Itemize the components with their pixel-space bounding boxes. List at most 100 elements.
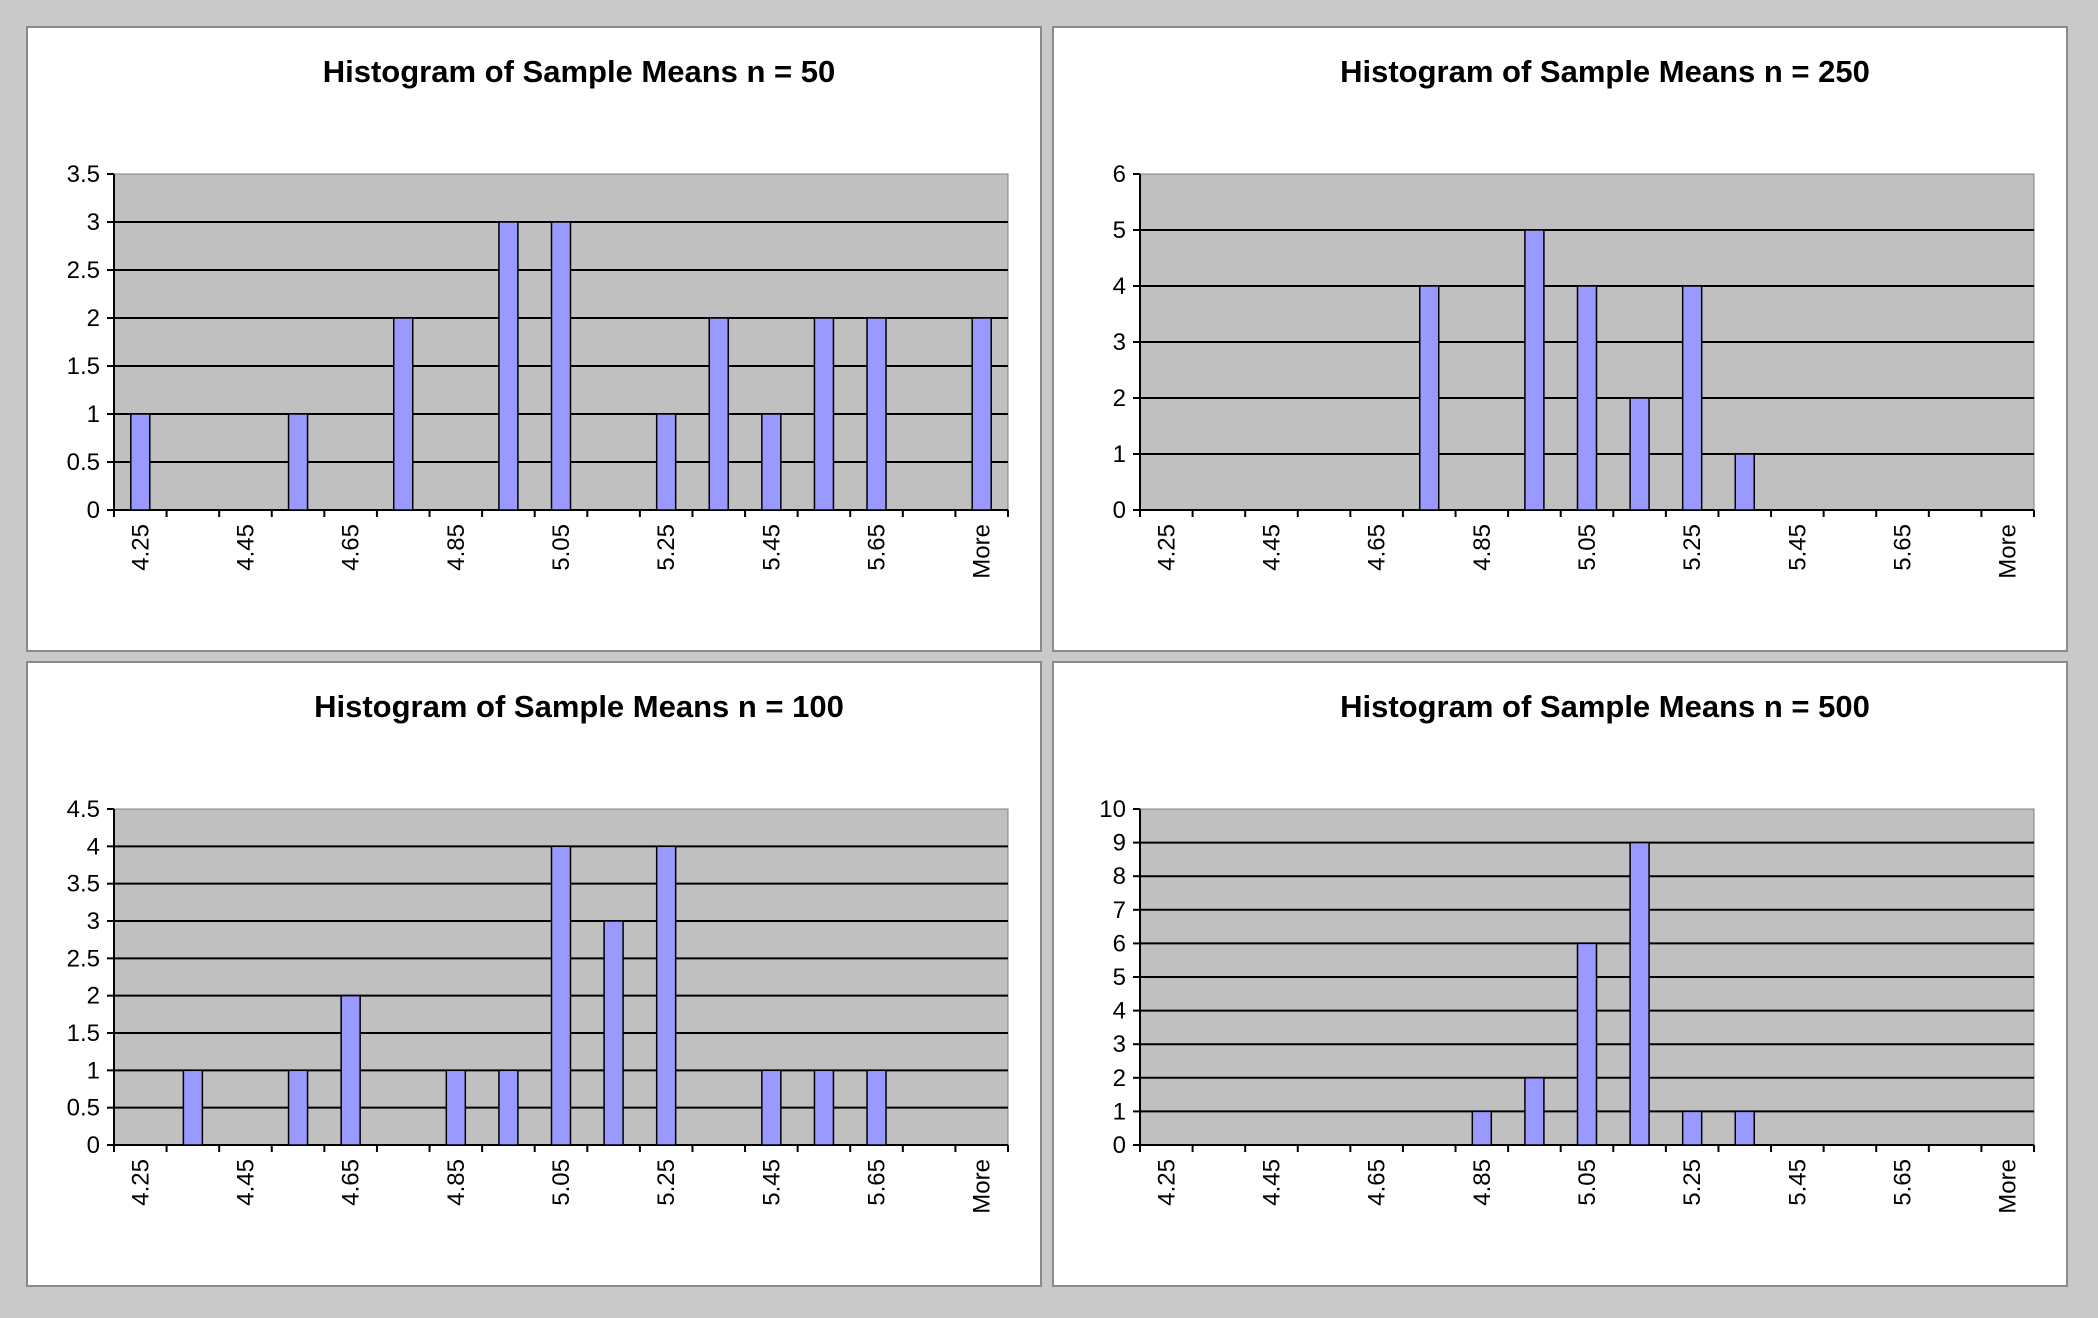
chart-svg: Histogram of Sample Means n = 500 0 1 2 3 4 5 6… xyxy=(1099,689,2035,1214)
x-tick-label: 4.85 xyxy=(1469,1159,1496,1206)
x-tick-label: 5.25 xyxy=(653,524,680,571)
x-tick-label: 4.25 xyxy=(1153,1159,1180,1206)
histogram-bar xyxy=(287,413,309,511)
y-tick-label: 1 xyxy=(1113,1098,1126,1125)
x-tick-label: 5.65 xyxy=(1890,1159,1917,1206)
histogram-bar xyxy=(761,1069,782,1146)
chart-title: Histogram of Sample Means n = 500 xyxy=(1340,689,1870,724)
x-tick-label: 4.85 xyxy=(443,1159,470,1206)
histogram-bar xyxy=(1524,1077,1545,1146)
y-tick-label: 1.5 xyxy=(67,1020,100,1047)
x-tick-label: 4.65 xyxy=(338,1159,365,1206)
y-tick-label: 2.5 xyxy=(67,257,100,284)
x-tick-label: More xyxy=(969,524,996,579)
histogram-bar xyxy=(550,221,572,511)
histogram-bar xyxy=(182,1069,204,1146)
chart-title: Histogram of Sample Means n = 50 xyxy=(323,54,836,89)
x-tick-label: 4.25 xyxy=(1153,524,1180,571)
histogram-bar xyxy=(498,221,519,511)
histogram-bar xyxy=(655,845,677,1146)
histogram-bar xyxy=(445,1069,467,1146)
x-tick-label: 4.25 xyxy=(127,524,154,571)
histogram-bar xyxy=(655,413,677,511)
x-tick-label: 4.45 xyxy=(1258,1159,1285,1206)
y-tick-label: 1 xyxy=(1113,441,1126,468)
y-tick-label: 5 xyxy=(1113,217,1126,244)
histogram-chart-n500: Histogram of Sample Means n = 500 0 1 2 3 4 5 6… xyxy=(1052,661,2068,1287)
x-tick-label: 5.25 xyxy=(1679,1159,1706,1206)
histogram-bar xyxy=(1681,285,1703,511)
x-tick-label: 5.05 xyxy=(548,1159,575,1206)
histogram-bar xyxy=(1576,285,1598,511)
x-tick-label: 4.65 xyxy=(1364,1159,1391,1206)
x-tick-label: 5.05 xyxy=(1574,524,1601,571)
y-tick-label: 4 xyxy=(1113,273,1126,300)
x-tick-label: 4.65 xyxy=(338,524,365,571)
histogram-bar xyxy=(971,317,992,511)
x-tick-label: More xyxy=(1995,1159,2022,1214)
y-tick-label: 2 xyxy=(1113,385,1126,412)
x-tick-label: 5.45 xyxy=(1784,1159,1811,1206)
histogram-chart-n250: Histogram of Sample Means n = 250 0 1 2 3 4 5 6… xyxy=(1052,26,2068,652)
y-tick-label: 1 xyxy=(87,1057,100,1084)
chart-title: Histogram of Sample Means n = 100 xyxy=(314,689,844,724)
y-tick-label: 3.5 xyxy=(67,161,100,188)
histogram-bar xyxy=(1524,229,1545,511)
chart-title: Histogram of Sample Means n = 250 xyxy=(1340,54,1870,89)
histogram-bar xyxy=(866,1069,887,1146)
x-tick-label: More xyxy=(969,1159,996,1214)
histogram-bar xyxy=(813,317,835,511)
y-tick-label: 2 xyxy=(87,305,100,332)
x-tick-label: 5.65 xyxy=(864,1159,891,1206)
histogram-bar xyxy=(1418,285,1440,511)
y-tick-label: 5 xyxy=(1113,964,1126,991)
y-tick-label: 0.5 xyxy=(67,1095,100,1122)
y-tick-label: 3 xyxy=(87,908,100,935)
histogram-bar xyxy=(1576,942,1598,1146)
histogram-bar xyxy=(1681,1110,1703,1146)
x-tick-label: 4.25 xyxy=(127,1159,154,1206)
x-tick-label: 5.05 xyxy=(548,524,575,571)
chart-svg: Histogram of Sample Means n = 100 0 0.5 1 1.… xyxy=(67,689,1009,1214)
x-tick-label: 5.45 xyxy=(1784,524,1811,571)
chart-svg: Histogram of Sample Means n = 250 0 1 2 3 4 5 6… xyxy=(1113,54,2035,579)
histogram-bar xyxy=(813,1069,835,1146)
histogram-bar xyxy=(866,317,887,511)
y-tick-label: 2 xyxy=(87,983,100,1010)
histogram-bar xyxy=(498,1069,519,1146)
y-tick-label: 0 xyxy=(1113,1132,1126,1159)
x-tick-label: 5.65 xyxy=(1890,524,1917,571)
histogram-chart-n100: Histogram of Sample Means n = 100 0 0.5 1 1.… xyxy=(26,661,1042,1287)
histogram-bar xyxy=(603,920,624,1146)
y-tick-label: 7 xyxy=(1113,897,1126,924)
y-tick-label: 0.5 xyxy=(67,449,100,476)
histogram-bar xyxy=(761,413,782,511)
y-tick-label: 3.5 xyxy=(67,871,100,898)
x-tick-label: 5.25 xyxy=(653,1159,680,1206)
y-tick-label: 6 xyxy=(1113,930,1126,957)
histogram-bar xyxy=(1629,397,1650,511)
y-tick-label: 3 xyxy=(1113,329,1126,356)
histogram-bar xyxy=(340,994,361,1146)
x-tick-label: 4.85 xyxy=(443,524,470,571)
y-tick-label: 3 xyxy=(1113,1031,1126,1058)
x-tick-label: 4.45 xyxy=(232,1159,259,1206)
x-tick-label: More xyxy=(1995,524,2022,579)
histogram-bar xyxy=(1734,453,1756,511)
y-tick-label: 0 xyxy=(87,497,100,524)
histogram-chart-n50: Histogram of Sample Means n = 50 0 0.5 1 1.5… xyxy=(26,26,1042,652)
x-tick-label: 5.05 xyxy=(1574,1159,1601,1206)
histogram-bar xyxy=(287,1069,309,1146)
y-tick-label: 10 xyxy=(1099,796,1126,823)
x-tick-label: 4.45 xyxy=(1258,524,1285,571)
x-tick-label: 4.45 xyxy=(232,524,259,571)
histogram-bar xyxy=(1471,1110,1493,1146)
x-tick-label: 5.45 xyxy=(758,524,785,571)
y-tick-label: 0 xyxy=(1113,497,1126,524)
y-tick-label: 2.5 xyxy=(67,945,100,972)
y-tick-label: 4 xyxy=(1113,998,1126,1025)
y-tick-label: 0 xyxy=(87,1132,100,1159)
histogram-bar xyxy=(1734,1110,1756,1146)
y-tick-label: 1 xyxy=(87,401,100,428)
y-tick-label: 3 xyxy=(87,209,100,236)
